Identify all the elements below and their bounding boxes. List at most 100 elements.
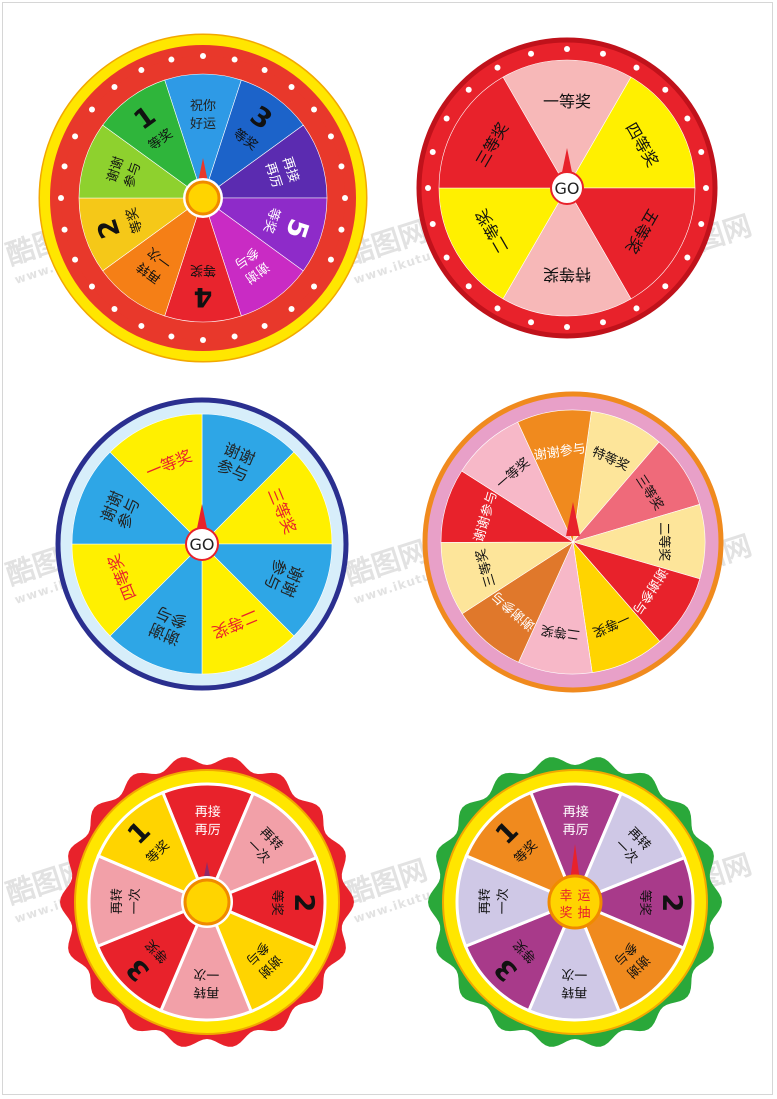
rim-light xyxy=(111,83,118,90)
segment-label: 谢谢参与 xyxy=(146,603,190,649)
rim-light xyxy=(494,305,501,312)
spin-hub-button[interactable] xyxy=(183,878,231,926)
rim-light xyxy=(288,83,295,90)
rim-light xyxy=(564,324,570,330)
rim-light xyxy=(88,106,95,113)
go-button[interactable] xyxy=(185,527,219,561)
prize-text: 等奖 xyxy=(637,890,653,916)
wheel-segment xyxy=(204,899,318,1014)
prize-number: 2 xyxy=(656,893,687,912)
wheel-segment xyxy=(109,413,203,545)
rim-light xyxy=(338,163,345,170)
rim-light xyxy=(684,115,691,122)
rim-light xyxy=(443,254,450,261)
rim-light xyxy=(261,322,268,329)
segment-label: 谢谢参与 xyxy=(533,440,587,463)
prize-text: 一等奖 xyxy=(543,92,591,111)
segment-label: 一等奖 xyxy=(543,92,591,111)
prize-text: 一次 xyxy=(561,966,587,982)
wheel-segment xyxy=(572,791,687,905)
rim-light xyxy=(698,149,705,156)
segment-label: 二等奖 xyxy=(656,522,672,561)
wheel-segment xyxy=(528,782,624,906)
prize-number: 2 xyxy=(288,893,319,912)
wheel-segment xyxy=(464,790,578,905)
prize-text: 一次 xyxy=(193,966,219,982)
rim-light xyxy=(72,133,79,140)
wheel-segment xyxy=(78,197,204,272)
prize-text: 谢谢参与 xyxy=(533,440,587,463)
wheel-segment xyxy=(71,543,203,637)
lucky-draw-button[interactable] xyxy=(547,874,603,930)
prize-text: 好运 xyxy=(190,117,216,132)
prize-text: 再接 xyxy=(195,804,221,820)
lucky-draw-char: 幸 xyxy=(559,889,572,904)
rim-light xyxy=(168,56,175,63)
lucky-draw-char: 奖 xyxy=(559,906,572,921)
rim-light xyxy=(429,220,436,227)
rim-light xyxy=(327,133,334,140)
wheel-segment xyxy=(95,899,210,1013)
wheel-yellow-rim xyxy=(40,35,366,361)
wheel-segment xyxy=(502,59,632,189)
prize-text: 参与 xyxy=(121,160,144,190)
wheel-segment xyxy=(78,124,204,199)
rim-light xyxy=(338,226,345,233)
rim-light xyxy=(138,67,145,74)
rim-light xyxy=(200,53,206,59)
wheel-segment xyxy=(102,197,204,317)
wheel-segment xyxy=(566,76,696,189)
segment-label: 二等奖 xyxy=(540,621,581,642)
prize-text: 再厉 xyxy=(195,823,221,838)
rim-light xyxy=(443,115,450,122)
prize-text: 二等奖 xyxy=(540,621,581,642)
wheel-segment xyxy=(102,79,204,199)
pointer-needle xyxy=(566,502,580,536)
rim-light xyxy=(599,319,606,326)
wheel-segment xyxy=(87,853,211,949)
go-label: GO xyxy=(190,535,215,554)
wheel-segment xyxy=(502,187,632,317)
rim-light xyxy=(72,256,79,263)
wheel-segment xyxy=(526,898,622,1022)
rim-light xyxy=(633,305,640,312)
wheel-segment xyxy=(204,791,319,905)
prize-text: 再转 xyxy=(193,984,219,999)
prize-text: 再转 xyxy=(561,984,587,999)
rim-light xyxy=(698,220,705,227)
wheel-segment xyxy=(438,76,568,189)
rim-light xyxy=(494,64,501,71)
wheel-segment xyxy=(202,197,304,317)
wheel-segment xyxy=(202,197,328,272)
prize-text: 祝你 xyxy=(190,99,216,114)
prize-text: 再转 xyxy=(478,888,493,914)
wheel-segment xyxy=(158,898,254,1022)
segment-label: 4 等奖 xyxy=(190,262,216,312)
wheel-segment xyxy=(201,543,333,637)
spin-hub-button[interactable] xyxy=(185,180,221,216)
rim-light xyxy=(662,86,669,93)
wheel-segment xyxy=(572,899,686,1014)
rim-light xyxy=(61,226,68,233)
rim-light xyxy=(465,86,472,93)
segment-label: 特等奖 xyxy=(543,265,591,284)
go-button[interactable] xyxy=(550,171,584,205)
wheel-segment xyxy=(566,187,696,300)
prize-text: 一次 xyxy=(495,888,511,914)
rim-light xyxy=(703,185,709,191)
wheel-segment xyxy=(202,79,304,199)
rim-light xyxy=(61,163,68,170)
wheel-segment xyxy=(463,899,578,1013)
wheel-segment xyxy=(164,197,242,323)
rim-light xyxy=(662,283,669,290)
